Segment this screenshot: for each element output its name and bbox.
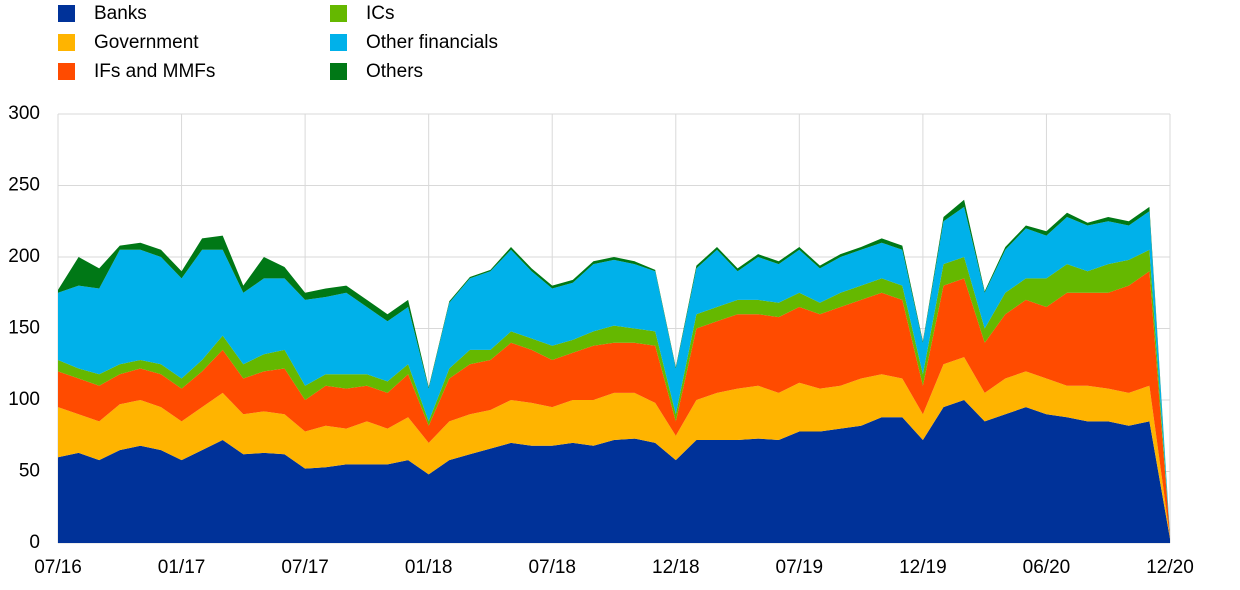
y-tick-label: 150 — [8, 318, 40, 339]
legend-item: Other financials — [330, 32, 498, 53]
y-tick-label: 300 — [8, 103, 40, 124]
area — [58, 400, 1170, 543]
y-tick-label: 100 — [8, 389, 40, 410]
legend-item: Banks — [58, 3, 147, 24]
x-tick-label: 01/18 — [405, 557, 453, 578]
x-tick-label: 12/20 — [1146, 557, 1194, 578]
legend-label: ICs — [366, 3, 395, 24]
area — [58, 271, 1170, 538]
y-tick-label: 0 — [29, 532, 40, 553]
y-tick-label: 50 — [19, 461, 40, 482]
legend-swatch — [58, 63, 75, 80]
legend-swatch — [58, 34, 75, 51]
legend-swatch — [330, 5, 347, 22]
legend-swatch — [58, 5, 75, 22]
x-tick-label: 12/19 — [899, 557, 947, 578]
legend-item: IFs and MMFs — [58, 61, 215, 82]
y-tick-label: 250 — [8, 175, 40, 196]
legend-label: Banks — [94, 3, 147, 24]
area — [58, 249, 1170, 536]
x-tick-label: 07/18 — [528, 557, 576, 578]
x-tick-label: 07/17 — [281, 557, 329, 578]
legend-item: ICs — [330, 3, 395, 24]
x-tick-label: 07/16 — [34, 557, 82, 578]
x-tick-label: 12/18 — [652, 557, 700, 578]
legend-label: IFs and MMFs — [94, 61, 215, 82]
legend-label: Government — [94, 32, 199, 53]
x-tick-label: 07/19 — [776, 557, 824, 578]
legend-label: Others — [366, 61, 423, 82]
legend-swatch — [330, 34, 347, 51]
area — [58, 206, 1170, 536]
legend-item: Others — [330, 61, 423, 82]
legend-swatch — [330, 63, 347, 80]
x-tick-label: 06/20 — [1023, 557, 1071, 578]
legend-item: Government — [58, 32, 199, 53]
legend-label: Other financials — [366, 32, 498, 53]
x-tick-label: 01/17 — [158, 557, 206, 578]
area — [58, 357, 1170, 539]
y-tick-label: 200 — [8, 246, 40, 267]
